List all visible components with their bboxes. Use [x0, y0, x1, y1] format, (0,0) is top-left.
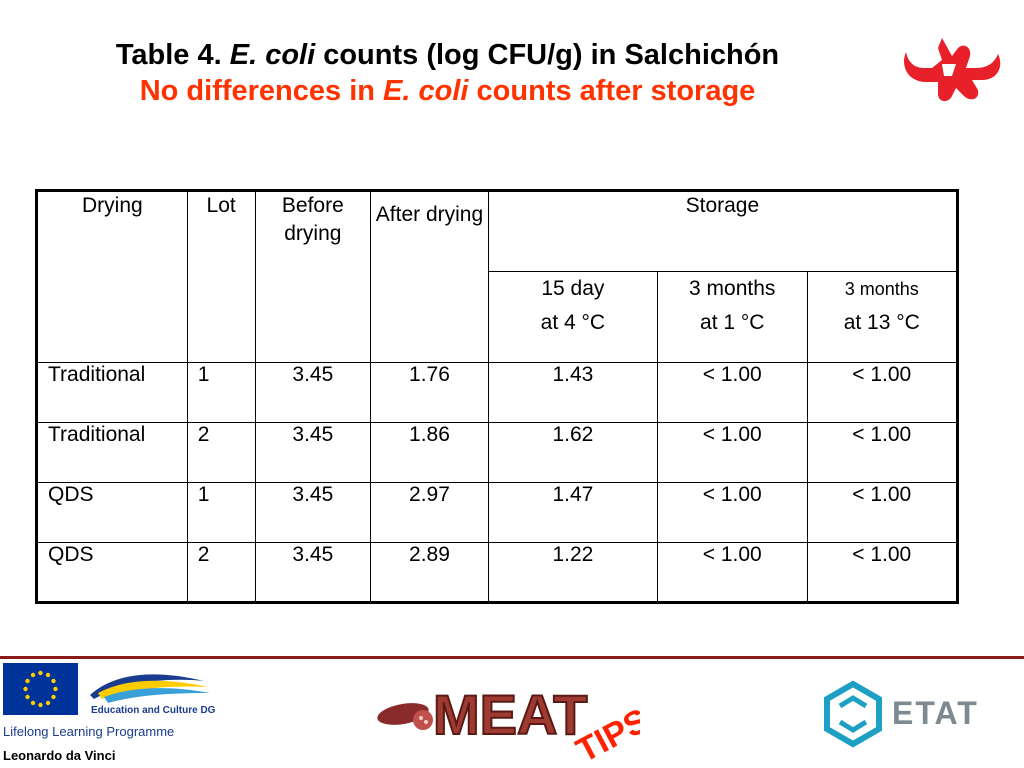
header-15day-line1: 15 day	[541, 277, 605, 300]
title-rest: counts (log CFU/g) in Salchichón	[315, 39, 780, 71]
header-3m1-line1: 3 months	[689, 277, 776, 300]
subtitle-organism: E. coli	[383, 75, 469, 107]
cell-3months-13c: < 1.00	[806, 482, 958, 543]
cell-drying: Traditional	[36, 362, 188, 423]
cell-before: 3.45	[254, 422, 372, 483]
cell-lot: 1	[186, 362, 256, 423]
cell-15day: 1.43	[487, 362, 659, 423]
title-organism: E. coli	[229, 39, 316, 71]
meat-tips-logo-icon: MEAT TIPS	[377, 682, 640, 762]
cell-3months-13c: < 1.00	[806, 542, 958, 603]
header-storage-3months-13c: 3 months at 13 °C	[806, 271, 958, 363]
page-subtitle: No differences in E. coli counts after s…	[0, 74, 895, 108]
header-storage-15day: 15 day at 4 °C	[487, 271, 659, 363]
ecoli-counts-table: Drying Lot Before drying After drying St…	[35, 189, 959, 604]
cell-before: 3.45	[254, 362, 372, 423]
education-culture-label: Education and Culture DG	[91, 705, 216, 716]
footer-divider	[0, 656, 1024, 659]
header-15day-line2: at 4 °C	[540, 311, 606, 334]
cell-3months-13c: < 1.00	[806, 422, 958, 483]
header-drying: Drying	[36, 190, 188, 363]
page-title: Table 4. E. coli counts (log CFU/g) in S…	[0, 38, 895, 72]
cell-after: 2.89	[370, 542, 489, 603]
cell-before: 3.45	[254, 542, 372, 603]
title-prefix: Table 4.	[115, 39, 230, 71]
header-row: Drying Lot Before drying After drying St…	[36, 190, 959, 363]
table-row: Traditional 1 3.45 1.76 1.43 < 1.00 < 1.…	[36, 362, 958, 423]
cell-3months-1c: < 1.00	[657, 422, 808, 483]
eu-flag-icon	[3, 663, 78, 715]
table-row: QDS 1 3.45 2.97 1.47 < 1.00 < 1.00	[36, 482, 958, 543]
cell-before: 3.45	[254, 482, 372, 543]
cell-drying: QDS	[36, 542, 188, 603]
cell-3months-13c: < 1.00	[806, 362, 958, 423]
header-before-drying: Before drying	[254, 190, 372, 363]
table-row: Traditional 2 3.45 1.86 1.62 < 1.00 < 1.…	[36, 422, 958, 483]
table-row: QDS 2 3.45 2.89 1.22 < 1.00 < 1.00	[36, 542, 958, 603]
bull-logo-icon	[904, 38, 1001, 102]
cell-15day: 1.47	[487, 482, 659, 543]
cell-lot: 2	[186, 542, 256, 603]
cell-3months-1c: < 1.00	[657, 482, 808, 543]
cell-lot: 1	[186, 482, 256, 543]
education-swoosh-icon	[90, 674, 210, 703]
header-storage-3months-1c: 3 months at 1 °C	[657, 271, 808, 363]
subheader-row: 15 day at 4 °C 3 months at 1 °C 3 months at…	[37, 271, 958, 363]
cell-drying: QDS	[36, 482, 188, 543]
cell-after: 1.86	[370, 422, 489, 483]
cell-3months-1c: < 1.00	[657, 542, 808, 603]
etat-logo-text: ETAT	[892, 695, 979, 731]
cell-lot: 2	[186, 422, 256, 483]
header-after-drying: After drying	[370, 190, 489, 363]
meat-logo-text: MEAT	[433, 683, 588, 746]
cell-after: 2.97	[370, 482, 489, 543]
header-3m13-line1: 3 months	[844, 279, 919, 299]
leonardo-da-vinci-label: Leonardo da Vinci	[3, 748, 116, 763]
cell-3months-1c: < 1.00	[657, 362, 808, 423]
etat-logo-icon: ETAT	[824, 680, 979, 748]
header-lot: Lot	[186, 190, 256, 363]
cell-15day: 1.62	[487, 422, 659, 483]
subtitle-prefix: No differences in	[139, 75, 384, 107]
header-storage: Storage	[487, 190, 959, 272]
header-3m13-line2: at 13 °C	[843, 311, 920, 334]
header-3m1-line2: at 1 °C	[700, 311, 765, 334]
cell-after: 1.76	[370, 362, 489, 423]
lifelong-learning-label: Lifelong Learning Programme	[3, 724, 175, 739]
title-block: Table 4. E. coli counts (log CFU/g) in S…	[0, 38, 895, 108]
cell-15day: 1.22	[487, 542, 659, 603]
subtitle-rest: counts after storage	[468, 75, 756, 107]
cell-drying: Traditional	[36, 422, 188, 483]
